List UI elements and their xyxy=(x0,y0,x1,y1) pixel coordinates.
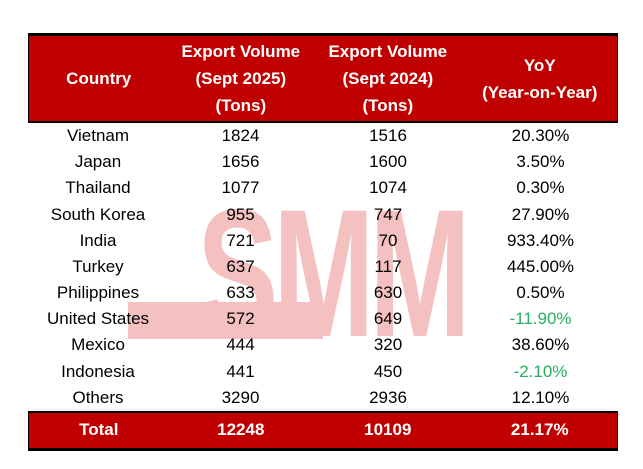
table-row: India 721 70 933.40% xyxy=(28,228,618,254)
export-2024-cell: 2936 xyxy=(369,387,407,407)
total-export-2024: 10109 xyxy=(364,420,412,440)
yoy-cell: 0.30% xyxy=(516,178,565,198)
table-total-row: Total 12248 10109 21.17% xyxy=(28,410,618,451)
table-header-row: Country Export Volume (Sept 2025) (Tons)… xyxy=(28,33,618,123)
export-2025-cell: 955 xyxy=(226,204,255,224)
export-2024-cell: 1074 xyxy=(369,178,407,198)
yoy-cell: -11.90% xyxy=(509,309,572,329)
smm-watermark-bar xyxy=(128,302,323,339)
country-cell: Others xyxy=(72,387,124,407)
export-2025-cell: 572 xyxy=(226,309,255,329)
country-cell: Turkey xyxy=(72,256,124,276)
table-row: United States 572 649 -11.90% xyxy=(28,306,618,332)
table-row: Others 3290 2936 12.10% xyxy=(28,385,618,411)
country-cell: United States xyxy=(46,309,150,329)
export-2024-cell: 1600 xyxy=(369,152,407,172)
col-header-country: Country xyxy=(66,69,132,88)
export-2024-cell: 320 xyxy=(373,335,403,355)
yoy-cell: 3.50% xyxy=(516,152,565,172)
export-2025-cell: 1656 xyxy=(221,152,260,172)
col-header-export-2024: Export Volume (Sept 2024) (Tons) xyxy=(328,42,448,115)
export-2025-cell: 3290 xyxy=(221,387,260,407)
yoy-cell: 27.90% xyxy=(511,204,570,224)
export-2024-cell: 747 xyxy=(373,204,403,224)
export-2025-cell: 637 xyxy=(226,256,255,276)
export-volume-table: Country Export Volume (Sept 2025) (Tons)… xyxy=(28,33,618,451)
yoy-cell: 0.50% xyxy=(516,283,565,303)
yoy-cell: -2.10% xyxy=(513,361,568,381)
yoy-cell: 933.40% xyxy=(506,230,575,250)
table-row: Vietnam 1824 1516 20.30% xyxy=(28,123,618,149)
table-row: Philippines 633 630 0.50% xyxy=(28,280,618,306)
yoy-cell: 20.30% xyxy=(511,126,570,146)
export-2024-cell: 117 xyxy=(374,256,402,276)
total-export-2025: 12248 xyxy=(217,420,265,440)
country-cell: India xyxy=(79,230,117,250)
smm-watermark: SMM xyxy=(197,171,471,375)
table-row: Indonesia 441 450 -2.10% xyxy=(28,359,618,385)
country-cell: Vietnam xyxy=(66,126,130,146)
country-cell: Japan xyxy=(74,152,122,172)
export-2025-cell: 1824 xyxy=(221,126,260,146)
table-row: South Korea 955 747 27.90% xyxy=(28,202,618,228)
table-row: Japan 1656 1600 3.50% xyxy=(28,149,618,175)
total-label: Total xyxy=(79,420,119,440)
col-header-export-2025: Export Volume (Sept 2025) (Tons) xyxy=(181,42,301,115)
export-2024-cell: 450 xyxy=(373,361,403,381)
country-cell: Indonesia xyxy=(61,361,135,381)
table-row: Turkey 637 117 445.00% xyxy=(28,254,618,280)
yoy-cell: 12.10% xyxy=(511,387,570,407)
country-cell: Thailand xyxy=(65,178,131,198)
table-body: Vietnam 1824 1516 20.30% Japan 1656 1600… xyxy=(28,123,618,411)
export-2024-cell: 70 xyxy=(378,230,398,250)
export-2024-cell: 649 xyxy=(373,309,403,329)
export-2025-cell: 441 xyxy=(226,361,255,381)
country-cell: Mexico xyxy=(71,335,125,355)
country-cell: Philippines xyxy=(56,283,140,303)
export-2024-cell: 1516 xyxy=(369,126,407,146)
table-row: Mexico 444 320 38.60% xyxy=(28,332,618,358)
export-2025-cell: 1077 xyxy=(221,178,260,198)
total-yoy: 21.17% xyxy=(510,420,569,440)
export-2025-cell: 633 xyxy=(226,283,255,303)
col-header-yoy: YoY (Year-on-Year) xyxy=(482,55,598,102)
yoy-cell: 38.60% xyxy=(511,335,570,355)
country-cell: South Korea xyxy=(50,204,146,224)
export-2025-cell: 721 xyxy=(226,230,255,250)
yoy-cell: 445.00% xyxy=(506,256,575,276)
export-2025-cell: 444 xyxy=(226,335,255,355)
export-2024-cell: 630 xyxy=(373,283,403,303)
table-row: Thailand 1077 1074 0.30% xyxy=(28,175,618,201)
